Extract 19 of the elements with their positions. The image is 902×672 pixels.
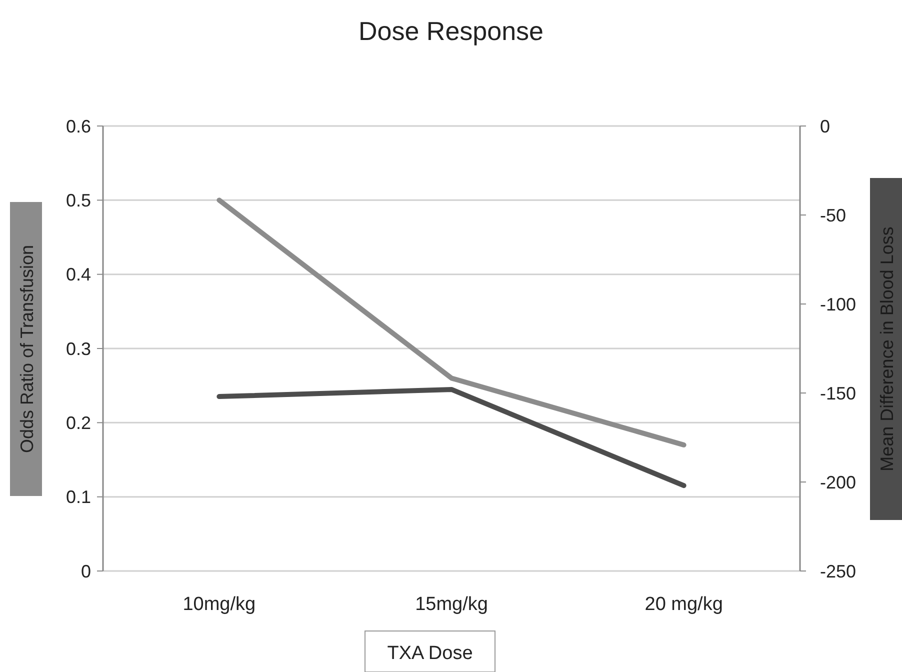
y2-tick-label: -150 (820, 383, 856, 404)
y-tick-label: 0.1 (66, 487, 91, 508)
x-tick-label: 10mg/kg (182, 594, 256, 615)
x-tick-label: 15mg/kg (415, 594, 488, 615)
y2-tick-label: -50 (820, 205, 846, 226)
x-tick-label: 20 mg/kg (644, 594, 723, 615)
y-tick-label: 0.5 (66, 190, 91, 210)
y-tick-label: 0.4 (66, 264, 91, 285)
y-tick-label: 0.6 (66, 116, 91, 136)
y2-tick-label: 0 (820, 116, 830, 136)
y2-tick-label: -250 (820, 561, 856, 582)
y2-tick-label: -200 (820, 472, 856, 492)
y-tick-label: 0 (80, 561, 91, 582)
y-tick-label: 0.3 (66, 338, 91, 359)
x-axis-title: TXA Dose (387, 643, 473, 664)
y-axis-title: Odds Ratio of Transfusion (17, 244, 37, 454)
chart-title: Dose Response (358, 16, 544, 46)
y2-tick-label: -100 (820, 294, 856, 314)
y-tick-label: 0.2 (66, 412, 91, 433)
